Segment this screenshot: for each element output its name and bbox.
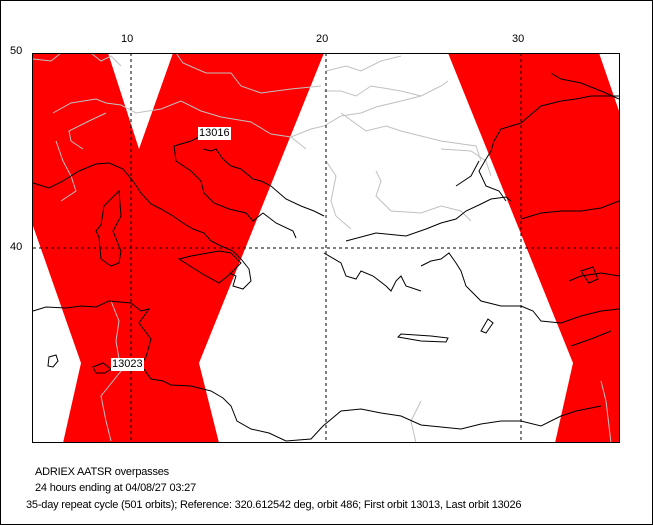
map-frame bbox=[32, 53, 620, 443]
x-tick-10: 10 bbox=[121, 33, 134, 45]
caption-orbit-info: 35-day repeat cycle (501 orbits); Refere… bbox=[26, 499, 522, 511]
orbit-label-13016: 13016 bbox=[198, 127, 231, 140]
orbit-label-13023: 13023 bbox=[111, 358, 144, 371]
caption-period: 24 hours ending at 04/08/27 03:27 bbox=[35, 482, 196, 494]
graticule bbox=[33, 53, 619, 443]
country-borders bbox=[32, 52, 612, 444]
y-tick-40: 40 bbox=[10, 241, 23, 253]
y-tick-50: 50 bbox=[10, 45, 23, 57]
caption-title: ADRIEX AATSR overpasses bbox=[35, 466, 169, 478]
x-tick-20: 20 bbox=[316, 33, 329, 45]
coastlines bbox=[32, 72, 620, 442]
x-tick-30: 30 bbox=[512, 33, 525, 45]
